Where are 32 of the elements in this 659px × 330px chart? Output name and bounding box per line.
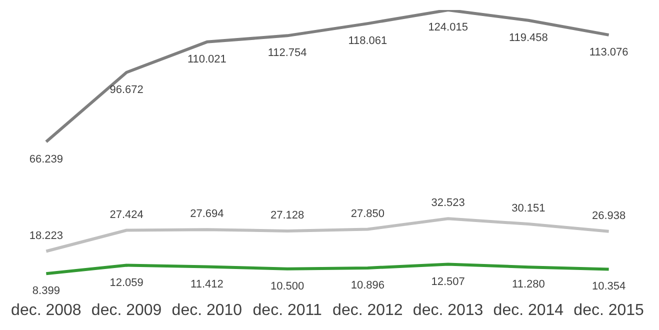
x-tick-label: dec. 2012 [332, 302, 403, 319]
data-label: 26.938 [592, 210, 626, 222]
x-tick-label: dec. 2008 [11, 302, 82, 319]
data-label: 10.500 [270, 280, 304, 292]
x-tick-label: dec. 2013 [412, 302, 484, 319]
x-tick-label: dec. 2010 [172, 302, 242, 319]
data-label: 12.059 [110, 276, 144, 289]
data-label: 27.424 [110, 208, 144, 221]
data-label: 110.021 [187, 53, 226, 66]
data-label: 32.523 [431, 197, 465, 210]
data-label: 10.896 [350, 279, 385, 292]
data-label: 118.061 [348, 35, 388, 48]
data-label: 66.239 [29, 153, 64, 166]
data-label: 18.223 [29, 230, 64, 242]
data-label: 30.151 [512, 202, 546, 215]
x-tick-label: dec. 2015 [574, 302, 644, 319]
data-label: 10.354 [592, 280, 626, 293]
data-label: 8.399 [32, 285, 60, 298]
data-label: 96.672 [110, 84, 144, 96]
data-label: 27.694 [190, 208, 224, 220]
x-tick-label: dec. 2009 [91, 302, 162, 319]
x-tick-label: dec. 2014 [493, 302, 564, 319]
data-label: 11.412 [190, 278, 224, 290]
x-tick-label: dec. 2011 [252, 302, 322, 319]
data-label: 11.280 [512, 278, 545, 291]
data-label: 27.850 [350, 208, 385, 220]
data-label: 113.076 [589, 46, 628, 58]
data-label: 119.458 [508, 32, 548, 44]
data-label: 124.015 [428, 22, 468, 34]
data-label: 12.507 [431, 276, 465, 288]
data-label: 27.128 [270, 209, 304, 222]
data-label: 112.754 [268, 47, 307, 60]
